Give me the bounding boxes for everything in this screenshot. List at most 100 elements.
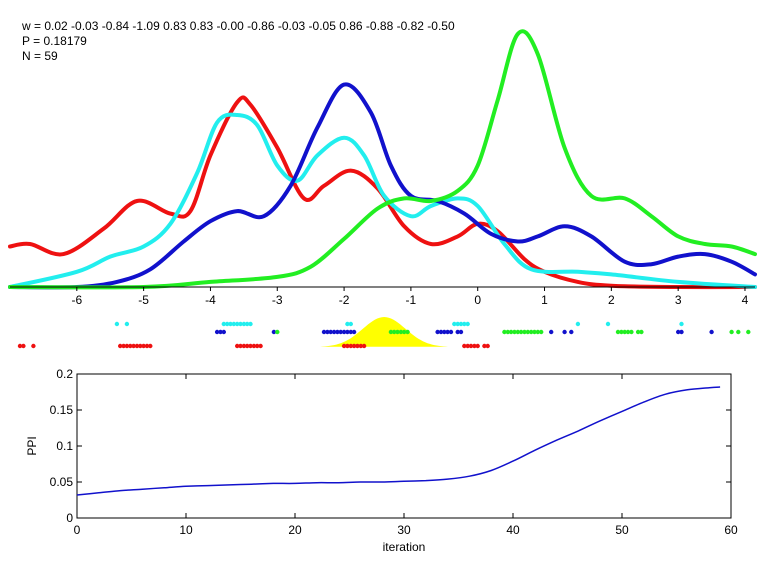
ppi-x-axis-label: iteration [383, 540, 426, 554]
sample-dot-blue [335, 329, 340, 335]
sample-dot-red [144, 343, 150, 349]
sample-dot-red [255, 343, 260, 349]
sample-dot-red [31, 343, 36, 349]
ppi-y-tick-label: 0.1 [56, 439, 73, 453]
sample-dot-cyan [248, 321, 253, 327]
sample-dot-cyan [245, 321, 250, 327]
sample-dot-green [512, 329, 517, 335]
sample-dot-green [505, 329, 510, 335]
weights-label: w = 0.02 -0.03 -0.84 -1.09 0.83 0.83 -0.… [21, 19, 455, 33]
sample-dot-red [21, 343, 26, 349]
sample-dot-blue [458, 329, 464, 335]
sample-dot-red [355, 343, 360, 349]
sample-dot-red [128, 343, 133, 349]
sample-dot-green [515, 329, 520, 335]
sample-dot-blue [445, 329, 450, 335]
sample-dot-blue [676, 329, 681, 335]
count-label: N = 59 [22, 49, 58, 63]
sample-dot-cyan [679, 321, 684, 327]
sample-dot-green [729, 329, 734, 335]
sample-dot-cyan [465, 321, 470, 327]
sample-dot-blue [709, 329, 714, 335]
density-curves [8, 29, 757, 290]
sample-dot-red [248, 343, 253, 349]
sample-dot-red [462, 343, 467, 349]
sample-dot-red [121, 343, 126, 349]
sample-dot-red [341, 343, 347, 349]
sample-dot-blue [341, 329, 347, 335]
sample-dot-blue [438, 329, 444, 335]
sample-dot-blue [455, 329, 460, 335]
sample-dot-green [502, 329, 507, 335]
sample-dot-blue [331, 329, 337, 335]
sample-dot-blue [442, 329, 447, 335]
sample-dot-blue [345, 329, 350, 335]
density-curve-blue [8, 82, 757, 290]
sample-dot-blue [549, 329, 554, 335]
sample-dot-cyan [348, 321, 353, 327]
sample-dot-red [118, 343, 123, 349]
sample-dot-green [746, 329, 751, 335]
density-x-tick-label: 4 [742, 293, 749, 307]
sample-dot-red [258, 343, 263, 349]
sample-dot-green [639, 329, 644, 335]
sample-dot-blue [679, 329, 684, 335]
sample-dot-cyan [231, 321, 236, 327]
sample-dot-green [518, 329, 524, 335]
sample-dot-green [615, 329, 621, 335]
ppi-x-tick-label: 30 [397, 523, 411, 537]
sample-dot-blue [321, 329, 327, 335]
sample-dot-cyan [241, 321, 247, 327]
sample-dot-cyan [124, 321, 130, 327]
sample-dot-blue [351, 329, 357, 335]
sample-dot-green [392, 329, 397, 335]
sample-dot-green [625, 329, 631, 335]
ppi-x-tick-label: 0 [74, 523, 81, 537]
sample-dot-red [141, 343, 146, 349]
sample-dot-blue [214, 329, 220, 335]
density-x-tick-label: -2 [339, 293, 350, 307]
sample-strip [17, 317, 751, 349]
ppi-plot-frame [76, 373, 732, 519]
ppi-ticks: 0 10 20 30 40 50 60 0 0.05 0.1 0.15 0.2 [50, 367, 738, 537]
sample-dot-green [388, 329, 394, 335]
sample-dot-cyan [575, 321, 581, 327]
sample-dot-green [508, 329, 514, 335]
sample-dot-blue [348, 329, 353, 335]
sample-dot-blue [218, 329, 223, 335]
density-plot: -6 -5 -4 -3 -2 -1 0 1 2 3 4 [8, 29, 757, 307]
ppi-y-tick-label: 0.15 [50, 403, 74, 417]
sample-dot-red [358, 343, 363, 349]
sample-dot-red [348, 343, 353, 349]
ppi-y-tick-label: 0.2 [56, 367, 73, 381]
sample-dot-cyan [452, 321, 457, 327]
sample-dot-cyan [605, 321, 611, 327]
density-x-tick-label: 1 [541, 293, 548, 307]
sample-dot-blue [328, 329, 333, 335]
ppi-y-tick-label: 0.05 [50, 475, 74, 489]
sample-dot-red [468, 343, 474, 349]
highlight-region [315, 317, 453, 347]
sample-dot-red [148, 343, 153, 349]
ppi-x-tick-label: 10 [179, 523, 193, 537]
sample-dot-green [529, 329, 534, 335]
ppi-line [76, 386, 721, 496]
sample-dot-green [535, 329, 540, 335]
sample-dot-cyan [345, 321, 350, 327]
density-x-tick-label: 0 [474, 293, 481, 307]
sample-dot-green [402, 329, 407, 335]
sample-dot-green [405, 329, 410, 335]
ppi-x-tick-label: 40 [506, 523, 520, 537]
sample-dot-cyan [458, 321, 464, 327]
sample-dot-green [275, 329, 280, 335]
sample-dot-red [238, 343, 243, 349]
sample-dot-red [134, 343, 140, 349]
ppi-y-tick-label: 0 [66, 511, 73, 525]
ppi-plot: 0 10 20 30 40 50 60 0 0.05 0.1 0.15 0.2 iteration P… [25, 367, 738, 554]
sample-dot-red [475, 343, 480, 349]
sample-dot-green [736, 329, 741, 335]
density-x-tick-label: -1 [406, 293, 417, 307]
sample-dot-green [398, 329, 404, 335]
density-x-tick-label: 2 [608, 293, 615, 307]
